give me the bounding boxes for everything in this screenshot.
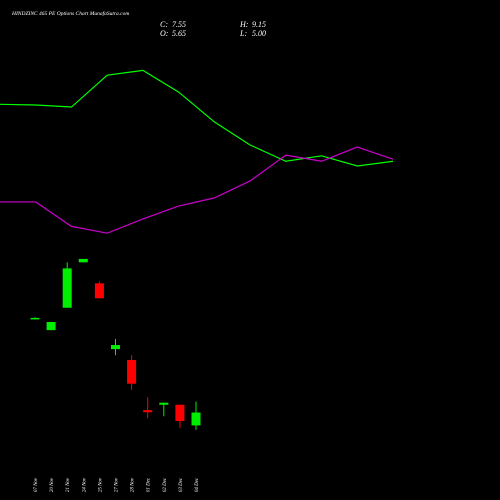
candle-body [159, 402, 169, 405]
candle-body [30, 317, 40, 320]
summary-name: H: [239, 20, 249, 29]
x-tick-label: 25 Nov [98, 477, 103, 492]
candle-body [111, 345, 120, 350]
candle-body [62, 268, 72, 308]
x-tick-label: 03 Dec [179, 477, 184, 492]
summary-name: O: [160, 29, 169, 38]
candle-body [94, 283, 104, 299]
candle-body [78, 258, 88, 263]
summary-name: C: [160, 20, 168, 29]
x-tick-label: 04 Dec [195, 477, 200, 492]
x-tick-label: 01 Dec [147, 477, 152, 492]
indicator-line [0, 146, 394, 234]
summary-name: L: [239, 29, 247, 38]
summary-value: 9.15 [252, 20, 266, 29]
x-tick-label: 07 Nov [34, 477, 39, 492]
x-tick-label: 27 Nov [115, 477, 120, 492]
indicator-line [0, 69, 394, 167]
x-tick-label: 24 Nov [82, 477, 87, 492]
candle-body [127, 359, 137, 384]
x-tick-label: 28 Nov [131, 477, 136, 492]
summary-value: 5.65 [172, 29, 186, 38]
candle-body [46, 321, 56, 331]
chart-title: HINDZINC 465 PE Options Chart MunafaSutr… [11, 10, 129, 17]
x-tick-label: 21 Nov [66, 477, 71, 492]
summary-value: 7.55 [172, 20, 186, 29]
x-tick-label: 20 Nov [50, 477, 55, 492]
candle-body [143, 410, 153, 413]
summary-value: 5.00 [252, 29, 266, 38]
candle-body [191, 412, 201, 426]
x-tick-label: 02 Dec [163, 477, 168, 492]
candle-body [175, 404, 185, 422]
